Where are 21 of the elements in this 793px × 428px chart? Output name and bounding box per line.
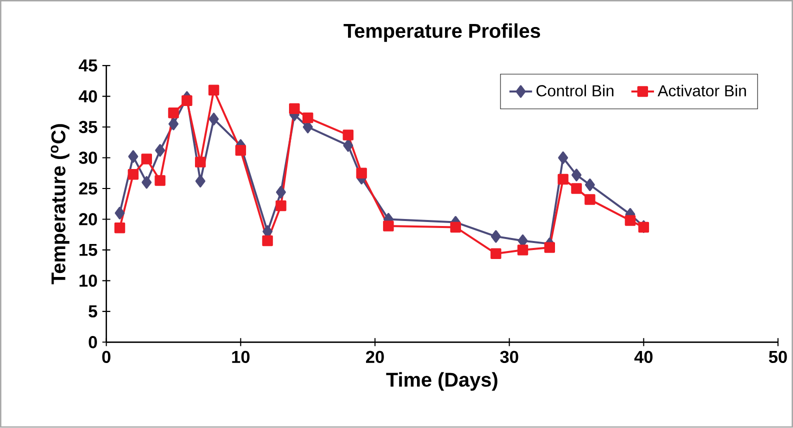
y-tick-label: 0 — [88, 336, 97, 348]
y-axis-title: Temperature ($^{o}$C) — [50, 124, 70, 284]
legend-label: Activator Bin — [658, 84, 746, 97]
y-tick-label: 30 — [78, 152, 97, 164]
x-tick-label: 10 — [232, 350, 250, 364]
x-tick-label: 30 — [500, 350, 518, 364]
y-tick-label: 5 — [88, 306, 98, 318]
x-axis-title: Time (Days) — [386, 372, 498, 391]
x-tick-label: 0 — [102, 350, 110, 364]
y-tick-label: 10 — [80, 274, 97, 287]
x-tick-label: 40 — [634, 350, 653, 364]
x-tick-label: 50 — [768, 350, 787, 364]
y-tick-label: 20 — [79, 213, 97, 226]
chart-title: Temperature Profiles — [344, 23, 540, 42]
x-tick-label: 20 — [366, 350, 384, 364]
y-tick-label: 15 — [80, 244, 98, 256]
y-tick-label: 45 — [78, 60, 98, 72]
y-tick-label: 40 — [78, 90, 97, 103]
y-tick-label: 35 — [78, 121, 98, 134]
y-tick-label: 25 — [79, 182, 98, 195]
legend-label: Control Bin — [536, 84, 614, 97]
